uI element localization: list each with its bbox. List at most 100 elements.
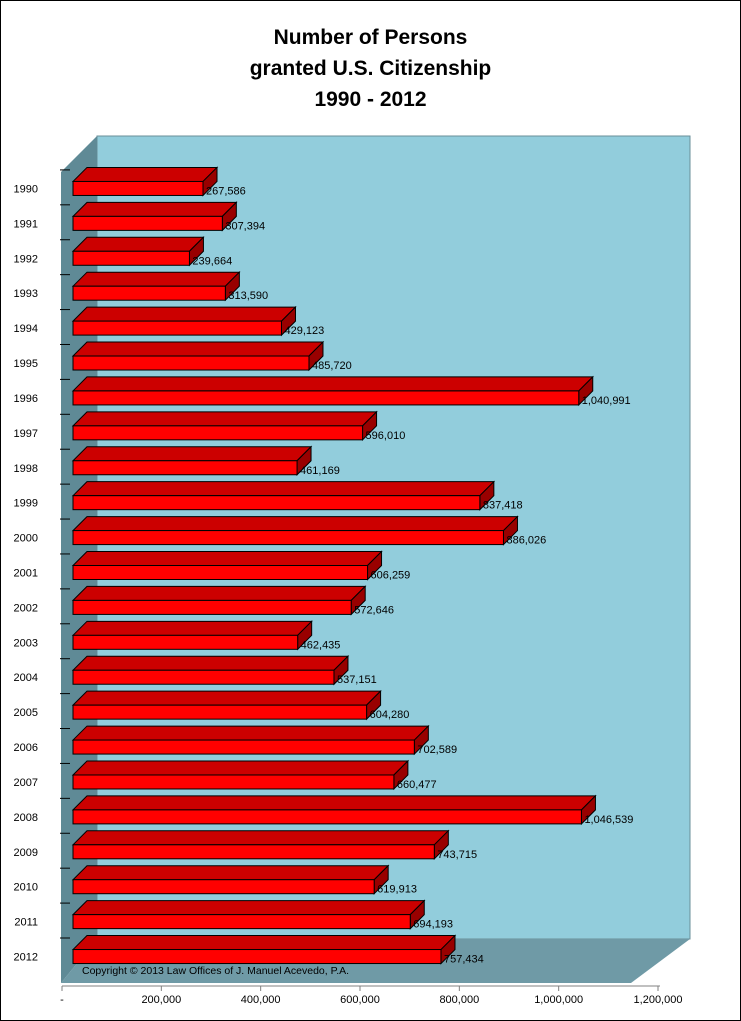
y-tick-label-2001: 2001 — [14, 568, 38, 580]
x-tick-label: 1,000,000 — [534, 994, 583, 1006]
value-label-2010: 619,913 — [377, 884, 417, 896]
value-label-1991: 307,394 — [225, 220, 265, 232]
bar-2012 — [72, 949, 442, 965]
bar-2010 — [72, 879, 375, 895]
y-tick-label-1994: 1994 — [14, 323, 38, 335]
bar-top-face — [71, 411, 378, 427]
value-label-1994: 429,123 — [284, 325, 324, 337]
bar-1996 — [72, 390, 580, 406]
bar-2011 — [72, 914, 411, 930]
bar-2004 — [72, 669, 335, 685]
y-tick-label-1992: 1992 — [14, 253, 38, 265]
bar-1991 — [72, 215, 223, 231]
bar-top-face — [71, 900, 426, 916]
x-tick-label: - — [60, 994, 64, 1006]
y-axis-labels: 1990 1991 1992 1993 1994 1995 1996 1997 1998 1999… — [14, 183, 38, 963]
y-tick-label-1993: 1993 — [14, 288, 38, 300]
bar-1995 — [72, 355, 310, 371]
value-label-1996: 1,040,991 — [582, 395, 631, 407]
chart-title-line-1: Number of Persons — [273, 26, 468, 49]
value-label-2005: 604,280 — [370, 709, 410, 721]
bar-2002 — [72, 599, 352, 615]
value-label-2007: 660,477 — [397, 779, 437, 791]
x-tick-label: 800,000 — [439, 994, 479, 1006]
y-tick-label-2009: 2009 — [14, 847, 38, 859]
y-tick-label-2011: 2011 — [14, 917, 38, 929]
bar-top-face — [71, 306, 297, 322]
y-tick-label-2002: 2002 — [14, 602, 38, 614]
bar-top-face — [71, 620, 313, 636]
bar-top-face — [71, 201, 238, 217]
bar-2009 — [72, 844, 435, 860]
bar-2007 — [72, 774, 395, 790]
value-label-2006: 702,589 — [417, 744, 457, 756]
y-axis-ticks — [60, 169, 70, 939]
bar-1992 — [72, 250, 190, 266]
value-label-1999: 837,418 — [483, 500, 523, 512]
y-tick-label-1990: 1990 — [14, 183, 38, 195]
y-tick-label-1999: 1999 — [14, 498, 38, 510]
value-label-2003: 462,435 — [301, 639, 341, 651]
value-label-2004: 537,151 — [337, 674, 377, 686]
copyright-notice: Copyright © 2013 Law Offices of J. Manue… — [82, 965, 349, 977]
value-label-2000: 886,026 — [506, 535, 546, 547]
bar-1993 — [72, 285, 226, 301]
value-label-2002: 572,646 — [354, 604, 394, 616]
value-label-1997: 596,010 — [366, 430, 406, 442]
bar-2006 — [72, 739, 415, 755]
value-label-2008: 1,046,539 — [584, 814, 633, 826]
bar-top-face — [71, 376, 594, 392]
value-label-1990: 267,586 — [206, 185, 246, 197]
bar-top-face — [71, 585, 367, 601]
value-label-2011: 694,193 — [413, 919, 453, 931]
y-tick-label-1996: 1996 — [14, 393, 38, 405]
bar-1999 — [72, 495, 481, 511]
bar-top-face — [71, 655, 350, 671]
bar-1997 — [72, 425, 364, 441]
y-tick-label-1991: 1991 — [14, 218, 38, 230]
bar-top-face — [71, 446, 313, 462]
y-tick-label-2010: 2010 — [14, 882, 38, 894]
bar-top-face — [71, 760, 410, 776]
bar-top-face — [71, 795, 597, 811]
value-label-2001: 606,259 — [371, 570, 411, 582]
bar-2003 — [72, 634, 299, 650]
value-label-2012: 757,434 — [444, 954, 484, 966]
x-tick-label: 1,200,000 — [634, 994, 683, 1006]
bar-1994 — [72, 320, 282, 336]
bar-top-face — [71, 516, 519, 532]
chart-title: Number of Persons granted U.S. Citizensh… — [0, 22, 741, 115]
y-tick-label-2005: 2005 — [14, 707, 38, 719]
y-tick-label-2012: 2012 — [14, 952, 38, 964]
chart-title-line-2: granted U.S. Citizenship — [249, 57, 492, 80]
value-label-1992: 239,664 — [192, 255, 232, 267]
bar-top-face — [71, 935, 457, 951]
bar-top-face — [71, 341, 325, 357]
bar-top-face — [71, 865, 390, 881]
value-label-1993: 313,590 — [228, 290, 268, 302]
x-tick-label: 200,000 — [141, 994, 181, 1006]
bar-series: 267,586 307,394 239,664 313,590 429,123 485,7… — [71, 166, 633, 966]
bar-2000 — [72, 530, 504, 546]
y-tick-label-2008: 2008 — [14, 812, 38, 824]
y-tick-label-2004: 2004 — [14, 672, 38, 684]
y-tick-label-2007: 2007 — [14, 777, 38, 789]
y-tick-label-2000: 2000 — [14, 533, 38, 545]
bar-top-face — [71, 830, 450, 846]
value-label-1998: 461,169 — [300, 465, 340, 477]
value-label-1995: 485,720 — [312, 360, 352, 372]
bar-top-face — [71, 551, 383, 566]
y-tick-label-2003: 2003 — [14, 637, 38, 649]
bar-top-face — [71, 166, 219, 182]
bar-top-face — [71, 236, 205, 252]
value-label-2009: 743,715 — [437, 849, 477, 861]
x-tick-label: 600,000 — [340, 994, 380, 1006]
y-tick-label-2006: 2006 — [14, 742, 38, 754]
bar-top-face — [71, 481, 496, 497]
bar-top-face — [71, 725, 430, 741]
y-tick-label-1997: 1997 — [14, 428, 38, 440]
x-axis: - 200,000 400,000 600,000 800,000 1,000,000 1,… — [60, 985, 683, 1006]
bar-1998 — [72, 460, 298, 476]
bar-2005 — [72, 704, 368, 720]
